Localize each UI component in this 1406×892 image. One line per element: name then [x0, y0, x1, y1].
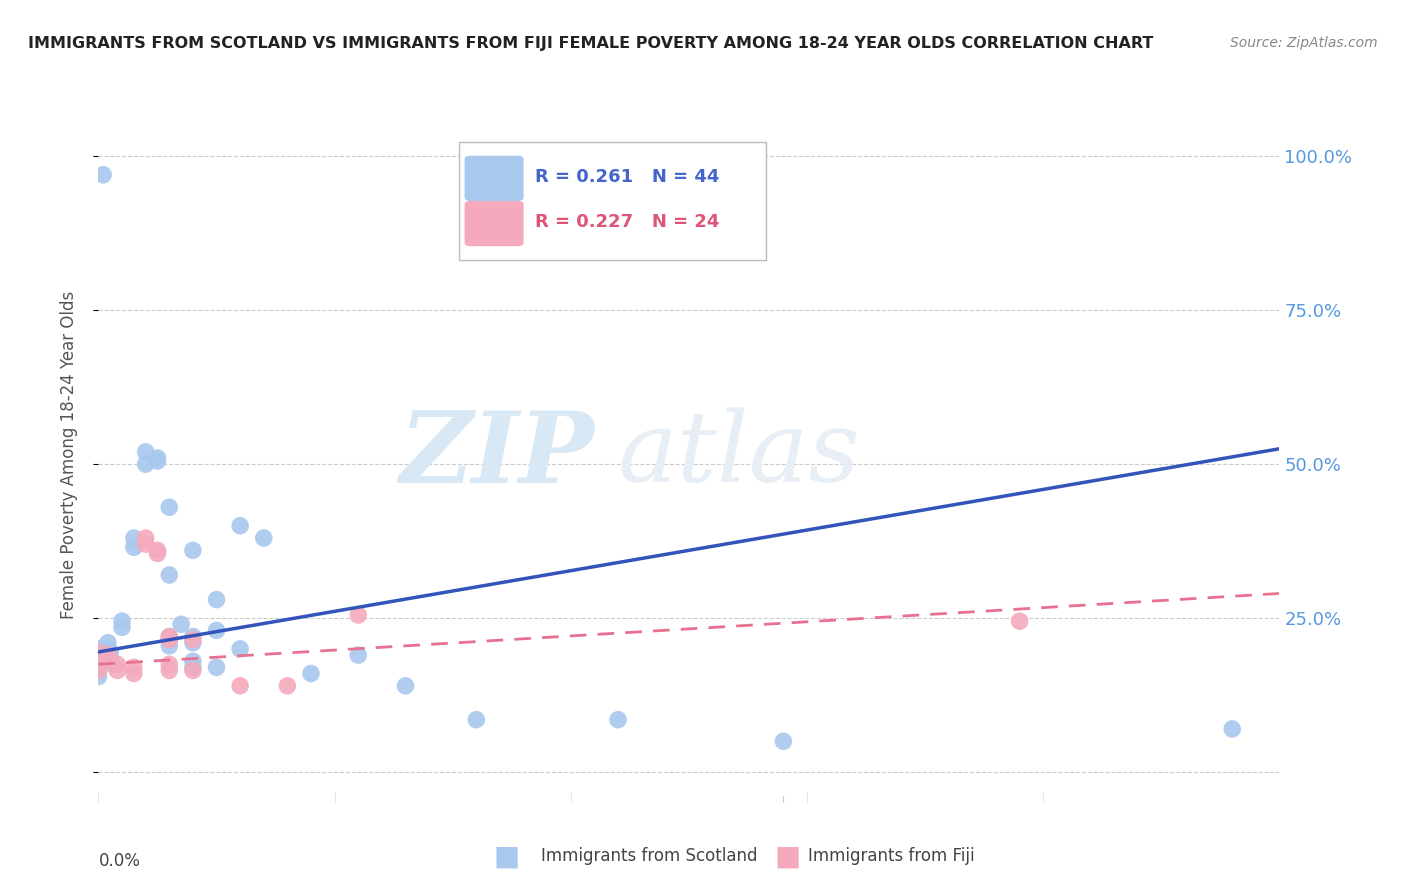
Text: ■: ■ — [775, 842, 800, 871]
Point — [772, 734, 794, 748]
Point — [87, 651, 110, 665]
Point — [253, 531, 276, 545]
Point — [101, 657, 124, 672]
Point — [111, 620, 134, 634]
Point — [87, 645, 110, 659]
Point — [87, 664, 110, 678]
Point — [157, 657, 180, 672]
Point — [146, 450, 169, 465]
Point — [229, 641, 252, 656]
Point — [87, 641, 110, 656]
Point — [465, 713, 488, 727]
Point — [97, 654, 120, 668]
Point — [122, 660, 145, 674]
Point — [122, 666, 145, 681]
Y-axis label: Female Poverty Among 18-24 Year Olds: Female Poverty Among 18-24 Year Olds — [59, 291, 77, 619]
Point — [146, 454, 169, 468]
Point — [111, 614, 134, 628]
Point — [97, 636, 120, 650]
Point — [157, 630, 180, 644]
Point — [135, 457, 157, 471]
Point — [205, 660, 228, 674]
Point — [181, 664, 204, 678]
Point — [87, 657, 110, 672]
Point — [122, 531, 145, 545]
Point — [394, 679, 416, 693]
Point — [122, 541, 145, 555]
Point — [157, 664, 180, 678]
Point — [135, 537, 157, 551]
Point — [181, 636, 204, 650]
Point — [135, 445, 157, 459]
Point — [98, 651, 121, 665]
Text: 0.0%: 0.0% — [98, 852, 141, 870]
Point — [157, 639, 180, 653]
FancyBboxPatch shape — [464, 201, 523, 246]
Point — [157, 500, 180, 515]
Text: Immigrants from Fiji: Immigrants from Fiji — [808, 847, 976, 865]
Point — [205, 592, 228, 607]
FancyBboxPatch shape — [458, 142, 766, 260]
Point — [170, 617, 193, 632]
Point — [157, 568, 180, 582]
Point — [157, 632, 180, 647]
Point — [607, 713, 630, 727]
Point — [157, 630, 180, 644]
Point — [87, 651, 110, 665]
Point — [135, 531, 157, 545]
Text: ■: ■ — [494, 842, 519, 871]
Text: Source: ZipAtlas.com: Source: ZipAtlas.com — [1230, 36, 1378, 50]
Point — [1008, 614, 1031, 628]
Point — [181, 630, 204, 644]
Text: IMMIGRANTS FROM SCOTLAND VS IMMIGRANTS FROM FIJI FEMALE POVERTY AMONG 18-24 YEAR: IMMIGRANTS FROM SCOTLAND VS IMMIGRANTS F… — [28, 36, 1153, 51]
Point — [146, 546, 169, 560]
Text: R = 0.261   N = 44: R = 0.261 N = 44 — [536, 168, 720, 186]
Point — [347, 648, 370, 662]
Text: ZIP: ZIP — [399, 407, 595, 503]
Point — [229, 679, 252, 693]
Point — [205, 624, 228, 638]
Point — [146, 543, 169, 558]
Point — [87, 664, 110, 678]
Point — [87, 645, 110, 659]
Point — [181, 632, 204, 647]
Point — [105, 664, 128, 678]
Point — [181, 654, 204, 668]
Point — [97, 641, 120, 656]
Point — [91, 168, 114, 182]
Point — [276, 679, 298, 693]
Point — [105, 657, 128, 672]
Text: Immigrants from Scotland: Immigrants from Scotland — [541, 847, 758, 865]
Point — [97, 648, 120, 662]
Point — [181, 660, 204, 674]
Point — [87, 657, 110, 672]
Point — [98, 645, 121, 659]
Text: R = 0.227   N = 24: R = 0.227 N = 24 — [536, 213, 720, 231]
Point — [157, 632, 180, 647]
Text: atlas: atlas — [619, 408, 860, 502]
Point — [299, 666, 322, 681]
Point — [347, 607, 370, 622]
Point — [181, 543, 204, 558]
Point — [87, 669, 110, 683]
FancyBboxPatch shape — [464, 156, 523, 201]
Point — [1220, 722, 1243, 736]
Point — [229, 518, 252, 533]
